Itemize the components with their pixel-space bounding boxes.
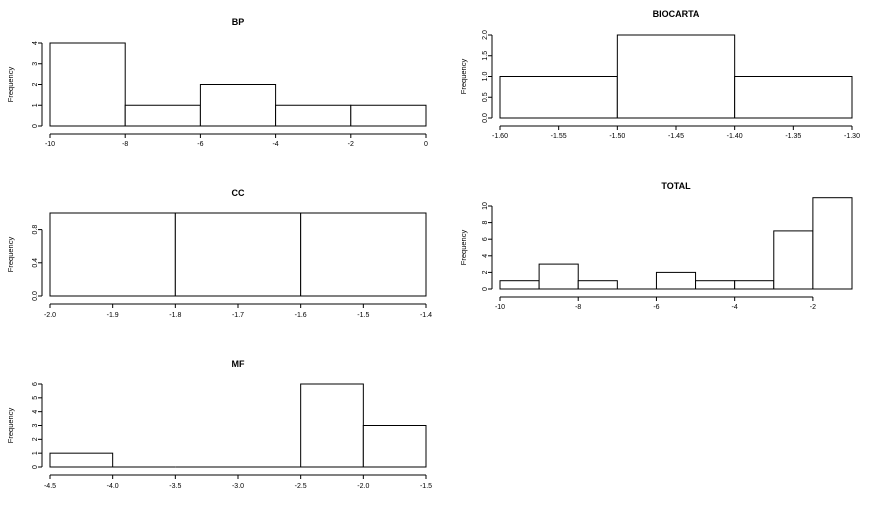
y-tick-label: 4 bbox=[32, 410, 39, 414]
y-tick-label: 2 bbox=[32, 82, 39, 86]
histogram-bar bbox=[773, 230, 814, 290]
x-tick-label: -2.5 bbox=[295, 483, 307, 490]
chart-title: TOTAL bbox=[661, 181, 691, 191]
y-axis-label: Frequency bbox=[6, 408, 15, 444]
histogram-bar bbox=[812, 197, 853, 290]
histogram-bar bbox=[538, 263, 579, 290]
histogram-mf: MF -4.5 -4.0 -3.5 -3.0 -2.5 -2.0 -1.5 0 1 2 3 4 5 6 Fre… bbox=[6, 359, 432, 490]
histogram-bar bbox=[49, 452, 114, 468]
x-tick-label: -4 bbox=[272, 141, 278, 148]
histogram-bar bbox=[616, 34, 736, 119]
histogram-total: TOTAL -10 -8 -6 -4 -2 0 2 4 6 8 10 Frequency bbox=[459, 181, 853, 311]
x-tick-label: -8 bbox=[122, 141, 128, 148]
histogram-cc: CC -2.0 -1.9 -1.8 -1.7 -1.6 -1.5 -1.4 0.0 0.4 0.8 F… bbox=[6, 188, 432, 319]
histogram-bar bbox=[199, 84, 277, 127]
x-tick-label: -3.0 bbox=[232, 483, 244, 490]
y-axis-label: Frequency bbox=[459, 230, 468, 266]
chart-title: CC bbox=[232, 188, 245, 198]
y-tick-label: 4 bbox=[482, 254, 489, 258]
y-tick-label: 3 bbox=[32, 423, 39, 427]
y-tick-label: 3 bbox=[32, 62, 39, 66]
x-tick-label: -10 bbox=[45, 141, 55, 148]
y-tick-label: 0.5 bbox=[482, 92, 489, 102]
x-tick-label: -1.4 bbox=[420, 312, 432, 319]
x-tick-label: 0 bbox=[424, 141, 428, 148]
x-tick-label: -1.9 bbox=[107, 312, 119, 319]
x-tick-label: -1.8 bbox=[169, 312, 181, 319]
y-tick-label: 0.0 bbox=[482, 113, 489, 123]
histogram-biocarta: BIOCARTA -1.60 -1.55 -1.50 -1.45 -1.40 -1.35 -1… bbox=[459, 9, 860, 140]
histogram-bar bbox=[655, 271, 697, 290]
y-tick-label: 5 bbox=[32, 396, 39, 400]
x-tick-label: -1.55 bbox=[551, 133, 567, 140]
histogram-bar bbox=[362, 425, 427, 468]
x-tick-label: -2 bbox=[348, 141, 354, 148]
x-tick-label: -4 bbox=[732, 304, 738, 311]
y-tick-label: 0.4 bbox=[32, 258, 39, 268]
y-tick-label: 2 bbox=[482, 270, 489, 274]
y-axis-label: Frequency bbox=[6, 67, 15, 103]
y-tick-label: 0 bbox=[482, 287, 489, 291]
y-tick-label: 1.0 bbox=[482, 72, 489, 82]
x-tick-label: -6 bbox=[653, 304, 659, 311]
y-tick-label: 0.8 bbox=[32, 225, 39, 235]
y-tick-label: 1 bbox=[32, 103, 39, 107]
histogram-bar bbox=[300, 212, 427, 297]
y-tick-label: 1 bbox=[32, 451, 39, 455]
histogram-bar bbox=[734, 76, 853, 119]
y-axis-label: Frequency bbox=[459, 59, 468, 95]
x-tick-label: -2.0 bbox=[44, 312, 56, 319]
x-tick-label: -1.5 bbox=[420, 483, 432, 490]
x-tick-label: -1.5 bbox=[357, 312, 369, 319]
y-tick-label: 0.0 bbox=[32, 291, 39, 301]
y-tick-label: 6 bbox=[32, 382, 39, 386]
histogram-bp: BP -10 -8 -6 -4 -2 0 0 1 2 3 4 Frequency bbox=[6, 17, 428, 148]
histogram-bar bbox=[350, 104, 427, 127]
x-tick-label: -1.6 bbox=[295, 312, 307, 319]
histogram-bar bbox=[734, 280, 775, 290]
histogram-bar bbox=[49, 42, 126, 127]
chart-title: BIOCARTA bbox=[653, 9, 700, 19]
histogram-bar bbox=[174, 212, 302, 297]
y-tick-label: 2.0 bbox=[482, 30, 489, 40]
histogram-bar bbox=[49, 212, 176, 297]
chart-title: MF bbox=[232, 359, 245, 369]
x-tick-label: -1.40 bbox=[727, 133, 743, 140]
x-tick-label: -1.30 bbox=[844, 133, 860, 140]
y-axis-label: Frequency bbox=[6, 237, 15, 273]
chart-title: BP bbox=[232, 17, 245, 27]
x-tick-label: -8 bbox=[575, 304, 581, 311]
histogram-bar bbox=[499, 280, 540, 290]
x-tick-label: -1.35 bbox=[785, 133, 801, 140]
x-tick-label: -1.7 bbox=[232, 312, 244, 319]
histogram-bar bbox=[275, 104, 352, 127]
x-tick-label: -2.0 bbox=[357, 483, 369, 490]
histogram-bar bbox=[124, 104, 201, 127]
x-tick-label: -10 bbox=[495, 304, 505, 311]
histogram-bar bbox=[300, 383, 364, 468]
y-tick-label: 8 bbox=[482, 221, 489, 225]
y-tick-label: 0 bbox=[32, 465, 39, 469]
y-tick-label: 10 bbox=[482, 202, 489, 210]
x-tick-label: -2 bbox=[810, 304, 816, 311]
y-tick-label: 2 bbox=[32, 437, 39, 441]
y-tick-label: 0 bbox=[32, 124, 39, 128]
x-tick-label: -6 bbox=[197, 141, 203, 148]
histogram-bar bbox=[577, 280, 618, 290]
y-tick-label: 4 bbox=[32, 41, 39, 45]
x-tick-label: -4.0 bbox=[107, 483, 119, 490]
x-tick-label: -1.60 bbox=[492, 133, 508, 140]
histogram-bar bbox=[695, 280, 736, 290]
histogram-bar bbox=[499, 76, 618, 119]
x-tick-label: -1.45 bbox=[668, 133, 684, 140]
x-tick-label: -1.50 bbox=[609, 133, 625, 140]
y-tick-label: 1.5 bbox=[482, 51, 489, 61]
x-tick-label: -3.5 bbox=[169, 483, 181, 490]
y-tick-label: 6 bbox=[482, 237, 489, 241]
x-tick-label: -4.5 bbox=[44, 483, 56, 490]
